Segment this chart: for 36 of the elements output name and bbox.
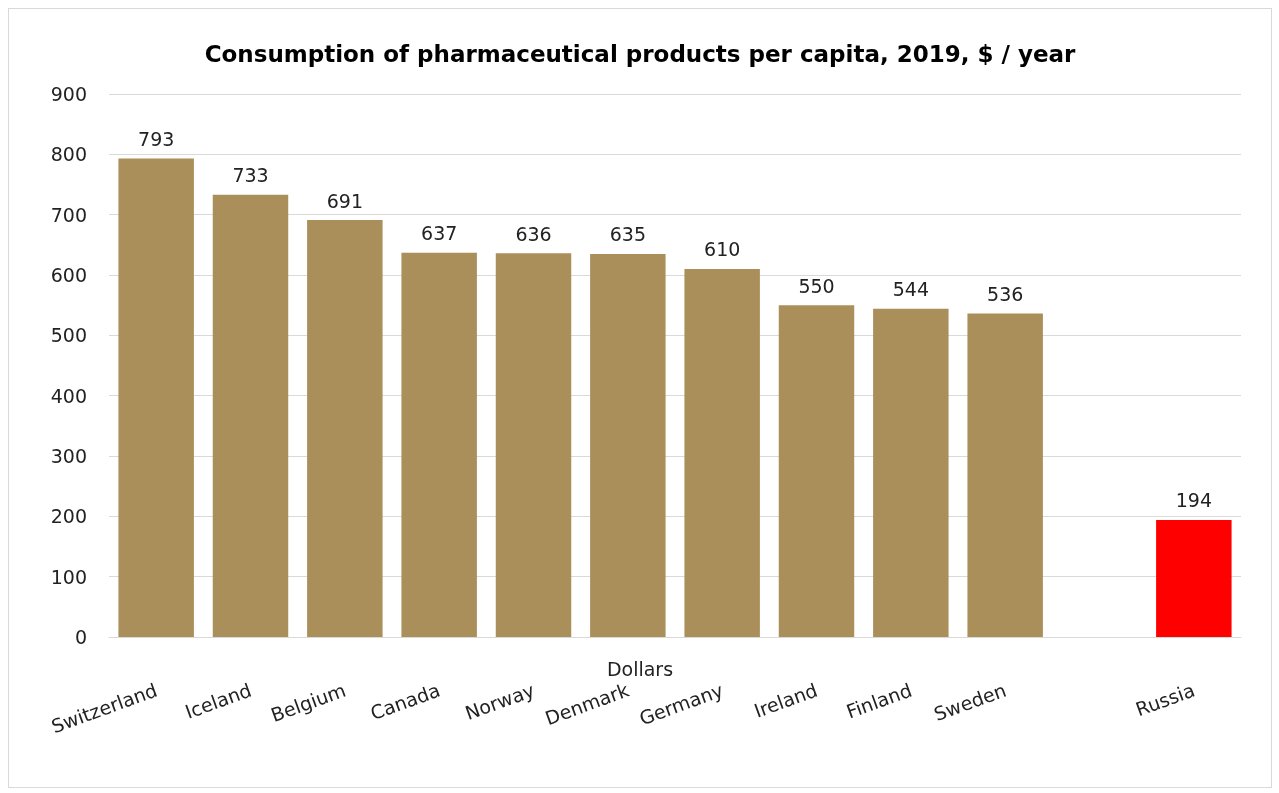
y-tick-label: 100	[50, 565, 87, 588]
bar	[401, 252, 477, 637]
bar	[118, 158, 194, 637]
y-tick-label: 800	[50, 143, 87, 166]
chart-title: Consumption of pharmaceutical products per capita, 2019, $ / year	[204, 40, 1077, 67]
data-label: 544	[892, 278, 929, 301]
x-axis-title: Dollars	[606, 657, 674, 680]
bar	[778, 305, 855, 637]
data-label: 635	[609, 223, 646, 246]
y-tick-label: 200	[50, 505, 87, 528]
y-tick-label: 700	[50, 203, 87, 226]
data-label: 637	[421, 222, 458, 245]
y-tick-label: 600	[50, 264, 87, 286]
data-label: 636	[515, 222, 552, 245]
bar	[495, 253, 572, 637]
x-tick-label: Canada	[367, 678, 443, 725]
data-label: 691	[326, 189, 363, 212]
bar	[873, 308, 949, 637]
data-label: 793	[138, 128, 175, 151]
y-tick-label: 500	[50, 324, 87, 347]
y-tick-label: 0	[74, 626, 87, 648]
y-tick-label: 900	[50, 83, 87, 105]
bar	[967, 313, 1043, 637]
y-tick-label: 300	[50, 445, 87, 467]
bar	[684, 268, 760, 637]
bar	[307, 220, 383, 637]
data-label: 194	[1175, 489, 1212, 512]
data-label: 733	[232, 164, 269, 187]
data-label: 610	[704, 238, 741, 261]
x-tick-label: Russia	[1132, 678, 1198, 721]
data-label: 550	[798, 274, 835, 297]
data-label: 536	[987, 283, 1024, 306]
y-tick-label: 400	[50, 384, 87, 407]
bar	[212, 194, 289, 637]
bar	[1156, 519, 1232, 637]
bar	[590, 253, 666, 637]
